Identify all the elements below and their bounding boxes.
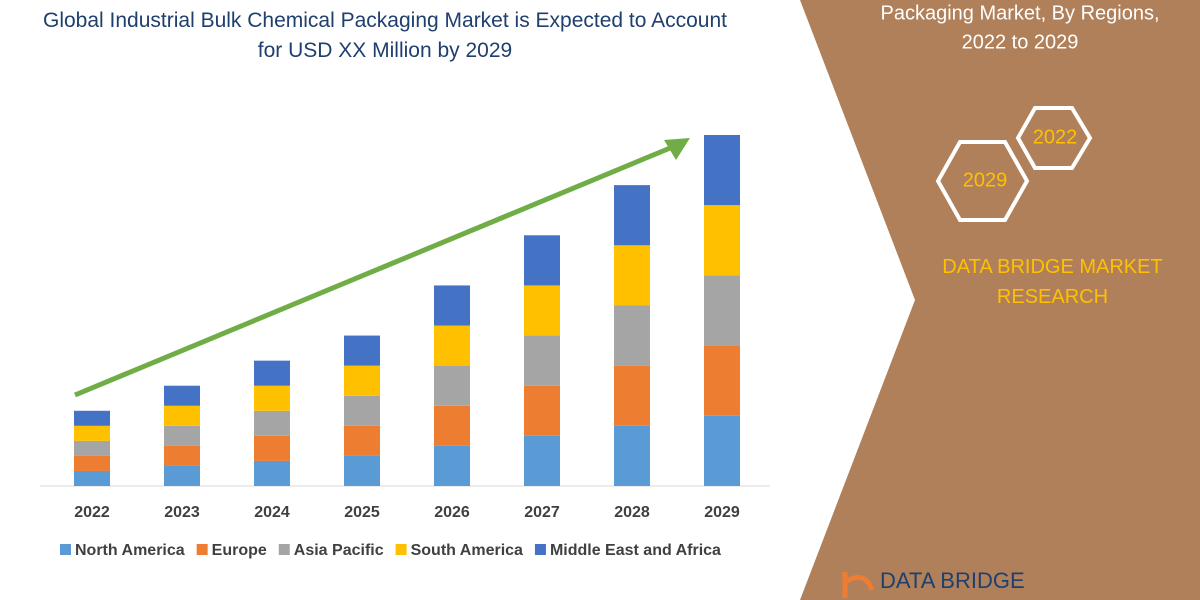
- bar-segment: [74, 410, 110, 426]
- bar-segment: [524, 285, 560, 336]
- hexagon-label: 2029: [963, 169, 1008, 191]
- legend-swatch: [60, 544, 71, 555]
- bar-segment: [614, 425, 650, 486]
- legend-label: North America: [75, 542, 185, 559]
- legend-swatch: [196, 544, 208, 555]
- bar-segment: [524, 335, 560, 386]
- bar-segment: [254, 435, 290, 461]
- bar-segment: [74, 455, 110, 471]
- brand: DATA BRIDGE MARKET RESEARCH: [942, 256, 1163, 308]
- chart-title: Global Industrial Bulk Chemical Packagin…: [42, 9, 727, 62]
- legend-swatch: [395, 544, 407, 555]
- legend-label: Asia Pacific: [294, 542, 384, 559]
- bar-segment: [614, 245, 650, 306]
- legend-label: South America: [411, 542, 523, 559]
- bar-segment: [344, 395, 380, 426]
- x-tick-label: 2028: [614, 504, 650, 521]
- bar-segment: [74, 470, 110, 486]
- bar-segment: [344, 455, 380, 486]
- bar-segment: [614, 365, 650, 426]
- panel-heading: 2022 to 2029: [962, 31, 1079, 53]
- bar-segment: [704, 135, 740, 206]
- bar-segment: [344, 365, 380, 396]
- logo-icon: [842, 572, 875, 598]
- legend-swatch: [534, 544, 546, 555]
- bar-segment: [434, 405, 470, 446]
- side-panel: [800, 0, 1200, 600]
- bar-segment: [344, 425, 380, 456]
- bar-segment: [434, 365, 470, 406]
- bar-segment: [614, 185, 650, 246]
- panel-heading: Packaging Market, By Regions,: [880, 2, 1159, 24]
- bar-segment: [524, 435, 560, 486]
- bar-segment: [74, 425, 110, 441]
- arrow-head: [664, 138, 690, 160]
- bar-segment: [434, 445, 470, 486]
- bar-segment: [74, 440, 110, 456]
- x-tick-label: 2025: [344, 504, 380, 521]
- bar-segment: [704, 415, 740, 486]
- bar-segment: [164, 405, 200, 426]
- legend-label: Europe: [212, 542, 267, 559]
- x-tick-label: 2023: [164, 504, 200, 521]
- x-tick-label: 2029: [704, 504, 740, 521]
- bar-segment: [434, 285, 470, 326]
- hexagon: [935, 140, 1030, 222]
- hexagon: [1015, 106, 1093, 170]
- bar-segment: [524, 235, 560, 286]
- bar-segment: [164, 465, 200, 486]
- x-tick-label: 2022: [74, 504, 110, 521]
- bar-segment: [614, 305, 650, 366]
- bar-segment: [524, 385, 560, 436]
- bar-segment: [704, 205, 740, 276]
- legend-label: Middle East and Africa: [550, 542, 721, 559]
- legend-swatch: [278, 544, 290, 555]
- hexagon-label: 2022: [1033, 126, 1078, 148]
- trend-arrow: [74, 143, 676, 398]
- x-tick-label: 2024: [254, 504, 290, 521]
- bar-segment: [164, 445, 200, 466]
- bar-segment: [704, 275, 740, 346]
- x-tick-label: 2026: [434, 504, 470, 521]
- bar-segment: [704, 345, 740, 416]
- bar-segment: [344, 335, 380, 366]
- x-tick-label: 2027: [524, 504, 560, 521]
- bar-segment: [434, 325, 470, 366]
- bar-segment: [254, 360, 290, 386]
- bar-segment: [164, 425, 200, 446]
- bar-segment: [164, 385, 200, 406]
- logo-text: DATA BRIDGE: [880, 568, 1025, 593]
- bar-segment: [254, 460, 290, 486]
- bar-segment: [254, 385, 290, 411]
- bar-segment: [254, 410, 290, 436]
